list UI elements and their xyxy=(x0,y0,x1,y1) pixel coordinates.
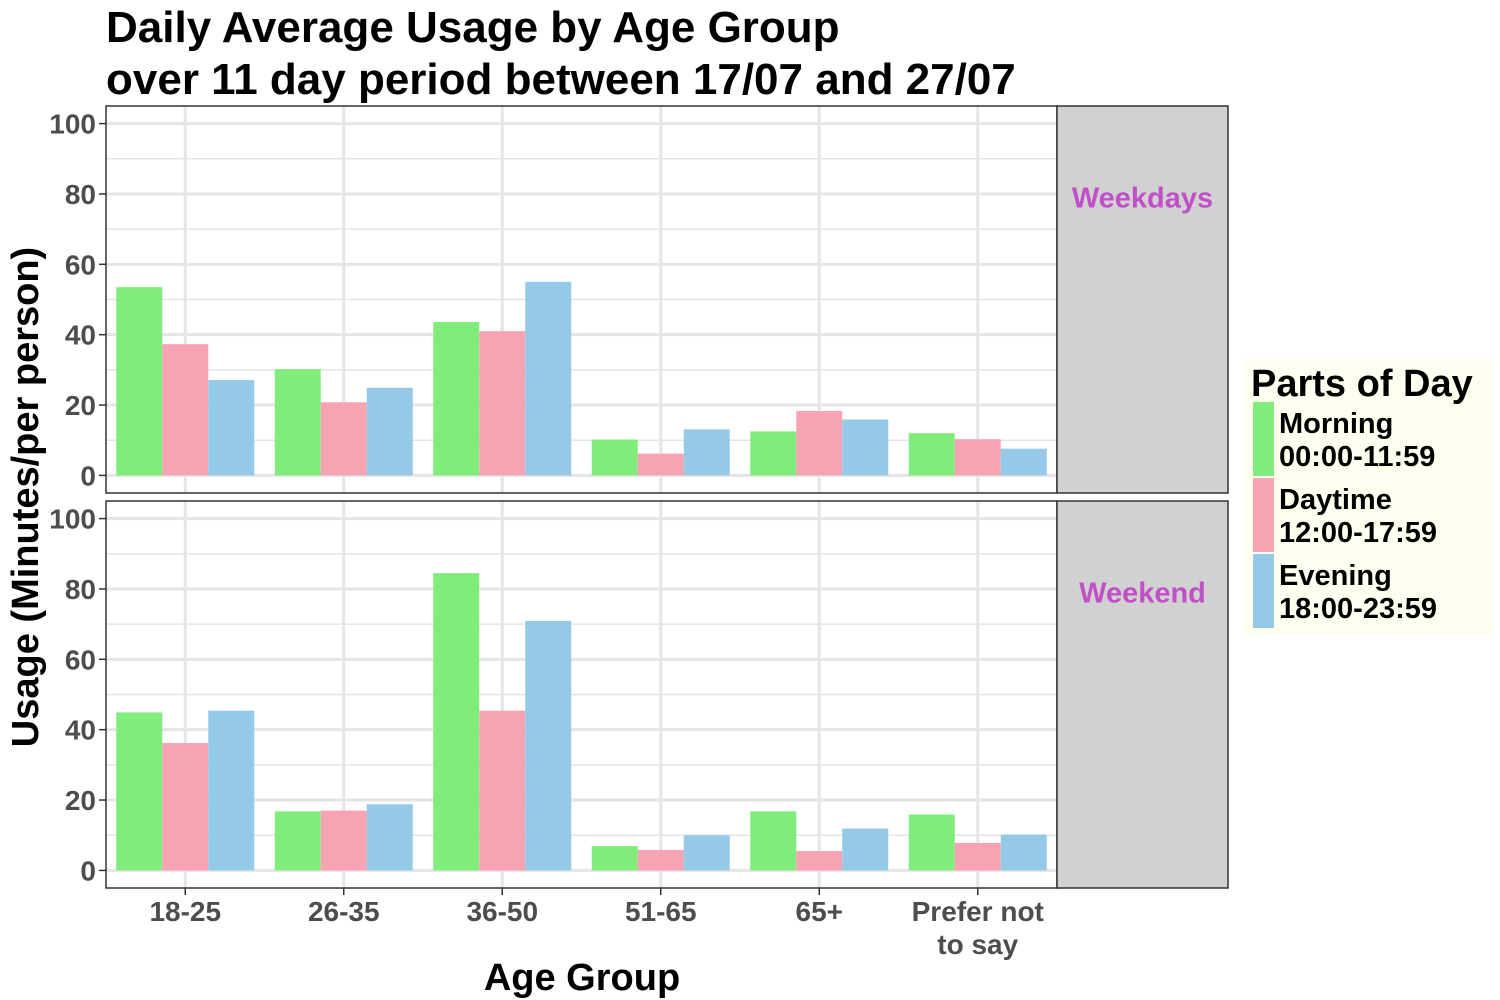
legend-label: 18:00-23:59 xyxy=(1279,593,1437,625)
bar xyxy=(162,743,209,871)
legend-background xyxy=(1243,359,1493,635)
y-axis-title: Usage (Minutes/per person) xyxy=(5,247,47,747)
bar xyxy=(750,811,797,871)
facet-strip xyxy=(1056,105,1229,494)
bar xyxy=(366,804,413,871)
legend-label: 00:00-11:59 xyxy=(1279,441,1435,473)
facet-strip-label: Weekdays xyxy=(1072,183,1213,215)
bar xyxy=(1000,448,1047,476)
bar xyxy=(208,380,255,476)
bar xyxy=(162,344,209,476)
bar xyxy=(320,810,367,871)
legend-key xyxy=(1253,478,1274,552)
bar xyxy=(842,419,889,476)
facet-strip-label: Weekend xyxy=(1079,578,1206,610)
y-tick-label: 20 xyxy=(65,390,96,421)
bar xyxy=(954,842,1001,871)
x-tick-label: 65+ xyxy=(796,896,844,927)
bar xyxy=(796,851,843,871)
y-tick-label: 20 xyxy=(65,785,96,816)
y-tick-label: 100 xyxy=(49,109,96,140)
bar xyxy=(274,811,321,871)
bar xyxy=(842,828,889,871)
legend-title: Parts of Day xyxy=(1251,363,1473,405)
bar xyxy=(433,573,480,871)
bar xyxy=(591,439,638,476)
facet-strip xyxy=(1056,500,1229,889)
y-tick-label: 80 xyxy=(65,179,96,210)
bar xyxy=(366,387,413,476)
y-tick-label: 80 xyxy=(65,574,96,605)
bar xyxy=(1000,834,1047,871)
panel-weekdays: 0 20 40 60 80 100 Weekdays xyxy=(49,105,1229,494)
bar xyxy=(479,331,526,476)
bar xyxy=(954,439,1001,476)
y-tick-label: 100 xyxy=(49,504,96,535)
chart-title-line-2: over 11 day period between 17/07 and 27/… xyxy=(106,55,1016,104)
bar xyxy=(116,287,163,476)
bar xyxy=(525,281,572,476)
bar xyxy=(591,846,638,871)
bar xyxy=(433,322,480,476)
facet-panels: 0 20 40 60 80 100 Weekdays 0 20 40 60 80 100 Weekend xyxy=(49,105,1229,889)
bar xyxy=(908,433,955,476)
x-tick-label: 18-25 xyxy=(149,896,221,927)
bar xyxy=(683,835,730,871)
x-tick-label: 36-50 xyxy=(466,896,538,927)
bar xyxy=(796,411,843,476)
y-tick-label: 40 xyxy=(65,320,96,351)
bar xyxy=(479,710,526,871)
legend-label: Daytime xyxy=(1279,484,1392,516)
bar xyxy=(116,712,163,871)
bar xyxy=(637,850,684,871)
bar xyxy=(208,710,255,871)
legend-key xyxy=(1253,402,1274,476)
panel-weekend: 0 20 40 60 80 100 Weekend xyxy=(49,500,1229,889)
bar xyxy=(274,369,321,476)
legend-key xyxy=(1253,554,1274,628)
bar xyxy=(525,620,572,871)
y-tick-label: 60 xyxy=(65,644,96,675)
legend-label: 12:00-17:59 xyxy=(1279,517,1437,549)
chart-title-line-1: Daily Average Usage by Age Group xyxy=(106,3,840,52)
x-tick-label: Prefer not xyxy=(912,896,1044,927)
bar xyxy=(320,402,367,476)
legend-label: Morning xyxy=(1279,408,1393,440)
y-tick-label: 40 xyxy=(65,715,96,746)
x-tick-label: 51-65 xyxy=(625,896,697,927)
y-tick-label: 0 xyxy=(80,460,96,491)
x-tick-label: 26-35 xyxy=(308,896,380,927)
bar xyxy=(683,429,730,476)
y-tick-label: 60 xyxy=(65,249,96,280)
bar xyxy=(637,453,684,476)
y-tick-label: 0 xyxy=(80,855,96,886)
x-tick-label: to say xyxy=(937,929,1018,960)
legend-label: Evening xyxy=(1279,560,1392,592)
x-axis-title: Age Group xyxy=(484,957,680,999)
bar xyxy=(750,431,797,476)
bar xyxy=(908,814,955,871)
